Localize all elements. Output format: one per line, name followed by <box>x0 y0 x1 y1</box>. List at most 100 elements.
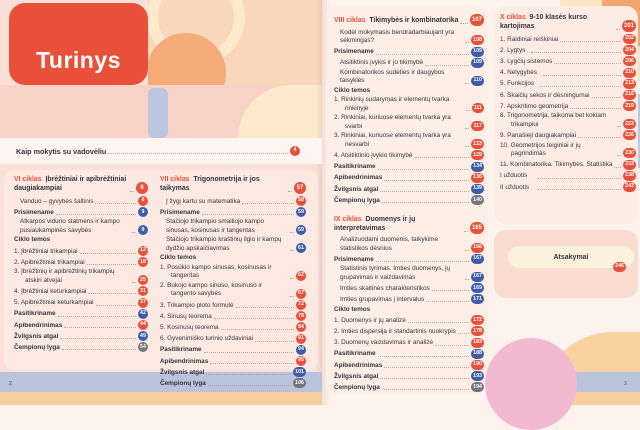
toc-entry[interactable]: Pasitikriname 42 <box>14 308 148 319</box>
entry-label: Prisimename <box>334 48 374 56</box>
entry-label: II užduotis <box>500 183 530 191</box>
toc-entry[interactable]: Pasitikriname 94 <box>160 344 306 355</box>
entry-label: 2. Bukojo kampo sinuso, kosinuso ir tang… <box>160 282 262 298</box>
page-badge: 178 <box>471 326 484 337</box>
toc-entry[interactable]: 3. Trikampio ploto formulė 72 <box>160 300 306 311</box>
toc-entry[interactable]: 1. Įbrėžtiniai trikampiai 12 <box>14 246 148 257</box>
toc-entry[interactable]: Čempionų lyga 140 <box>334 195 484 206</box>
toc-entry[interactable]: Apibendrinimas 95 <box>160 356 306 366</box>
toc-entry[interactable]: Čempionų lyga 106 <box>160 378 306 389</box>
toc-entry[interactable]: 4. Nelygybės 210 <box>500 67 636 78</box>
toc-section-viii: VIII ciklas Tikimybės ir kombinatorika 10… <box>334 14 484 206</box>
toc-entry[interactable]: 3. Rinkiniai, kuriuose elementų tvarka y… <box>334 132 484 150</box>
toc-entry[interactable]: Prisimename 9 <box>14 207 148 218</box>
page-badge: 9 <box>138 225 148 236</box>
toc-entry: Ciklo temos <box>334 87 484 95</box>
toc-entry[interactable]: Stačiojo trikampio smailiojo kampo sinus… <box>160 218 306 236</box>
entry-label: 1. Įbrėžtiniai trikampiai <box>14 247 78 255</box>
toc-entry[interactable]: Prisimename 59 <box>160 207 306 218</box>
toc-entry[interactable]: Į žygį kartu su matematika 58 <box>160 196 306 207</box>
toc-entry[interactable]: Čempionų lyga 54 <box>14 342 148 353</box>
toc-entry[interactable]: II užduotis 242 <box>500 181 636 192</box>
toc-entry[interactable]: Pasitikriname 188 <box>334 348 484 359</box>
toc-entry[interactable]: 1. Posūkio kampo sinusas, kosinusas ir t… <box>160 264 306 281</box>
toc-entry[interactable]: 1. Duomenys ir jų analizė 172 <box>334 315 484 326</box>
toc-entry[interactable]: Atsitiktinis įvykis ir jo tikimybė 109 <box>334 57 484 68</box>
toc-entry[interactable]: 2. Apibrėžtiniai trikampiai 18 <box>14 257 148 268</box>
toc-entry-title[interactable]: VIII ciklas Tikimybės ir kombinatorika 10… <box>334 14 484 26</box>
toc-entry[interactable]: 11. Kombinatorika. Tikimybės. Statistika… <box>500 159 636 170</box>
toc-entry[interactable]: 2. Bukojo kampo sinuso, kosinuso ir tang… <box>160 282 306 299</box>
toc-entry[interactable]: 7. Apskritimo geometrija 219 <box>500 101 636 112</box>
toc-entry[interactable]: I užduotis 238 <box>500 170 636 181</box>
toc-entry[interactable]: 4. Sinusų teorema 78 <box>160 311 306 322</box>
dotted-leader <box>463 230 468 232</box>
toc-entry[interactable]: Žvilgsnis atgal 193 <box>334 371 484 382</box>
toc-entry[interactable]: Atkarpos vidurio statmens ir kampo pusia… <box>14 218 148 236</box>
toc-entry[interactable]: Kombinatorikos sudėties ir daugybos tais… <box>334 69 484 86</box>
toc-entry[interactable]: Statistinis tyrimas. Imties duomenys, jų… <box>334 265 484 283</box>
page-badge: 206 <box>623 56 636 67</box>
entry-label: Kodėl mokymasis bendradarbiaujant yra sė… <box>340 28 455 44</box>
toc-entry[interactable]: 3. Įbrėžtinių ir apibrėžtinių trikampių … <box>14 268 148 286</box>
toc-entry[interactable]: 1. Rinkinių sudarymas ir elementų tvarka… <box>334 96 484 114</box>
entry-label: Ciklo temos <box>14 236 51 244</box>
toc-entry[interactable]: Apibendrinimas 190 <box>334 360 484 370</box>
page-badge: 134 <box>471 161 484 172</box>
toc-entry[interactable]: Apibendrinimas 44 <box>14 320 148 330</box>
toc-entry[interactable]: 3. Lygčių sistemos 206 <box>500 56 636 67</box>
toc-entry[interactable]: 2. Imties dispersija ir standartinis nuo… <box>334 326 484 337</box>
toc-entry-title[interactable]: VI ciklas Įbrėžtiniai ir apibrėžtiniai d… <box>14 176 148 194</box>
answers-entry[interactable]: Atsakymai 246 <box>508 246 634 272</box>
toc-entry[interactable]: Žvilgsnis atgal 139 <box>334 184 484 195</box>
toc-entry[interactable]: 2. Rinkiniai, kuriuose elementų tvarka y… <box>334 114 484 132</box>
toc-entry[interactable]: Pasitikriname 134 <box>334 161 484 172</box>
toc-entry[interactable]: 8. Trigonometrija, taikoma bet kokiam tr… <box>500 112 636 130</box>
toc-entry[interactable]: 2. Lygtys 204 <box>500 45 636 56</box>
toc-entry[interactable]: Čempionų lyga 194 <box>334 382 484 393</box>
toc-title: Turinys <box>36 47 121 73</box>
toc-entry[interactable]: Stačiojo trikampio kraštinių ilgio ir ka… <box>160 236 306 254</box>
toc-entry[interactable]: 5. Kosinusų teorema 84 <box>160 322 306 333</box>
toc-entry[interactable]: 6. Gyvenimiško turinio uždaviniai 91 <box>160 333 306 344</box>
page-badge: 238 <box>623 170 636 181</box>
toc-entry[interactable]: 1. Raidiniai reiškiniai 202 <box>500 34 636 45</box>
toc-entry[interactable]: Prisimename 109 <box>334 46 484 57</box>
toc-entry[interactable]: Kodėl mokymasis bendradarbiaujant yra sė… <box>334 29 484 46</box>
toc-entry[interactable]: Imties skaitinės charakteristikos 169 <box>334 283 484 294</box>
toc-entry[interactable]: Žvilgsnis atgal 49 <box>14 331 148 342</box>
toc-entry[interactable]: Vanduo – gyvybės šaltinis 8 <box>14 196 148 207</box>
toc-entry-title[interactable]: X ciklas 9-10 klasės kurso kartojimas 201 <box>500 14 636 32</box>
entry-label: Apibendrinimas <box>14 321 63 329</box>
dotted-leader <box>540 85 622 87</box>
dotted-leader <box>290 232 294 234</box>
toc-entry[interactable]: 6. Skaičių sekos ir dėsningumai 216 <box>500 90 636 101</box>
toc-entry[interactable]: 9. Panašieji daugiakampiai 226 <box>500 130 636 141</box>
section-title: Įbrėžtiniai ir apibrėžtiniai daugiakampi… <box>14 176 127 192</box>
toc-entry[interactable]: 3. Duomenų vaizdavimas ir analizė 183 <box>334 337 484 348</box>
toc-entry[interactable]: 5. Apibrėžtiniai keturkampiai 37 <box>14 297 148 308</box>
dotted-leader <box>570 108 622 110</box>
dotted-leader <box>465 42 470 44</box>
toc-entry[interactable]: Imties grupavimas į intervalus 171 <box>334 294 484 305</box>
toc-entry[interactable]: 10. Geometrijos teiginiai ir jų pagrindi… <box>500 142 636 159</box>
page-badge: 12 <box>138 246 148 257</box>
toc-entry[interactable]: Apibendrinimas 136 <box>334 172 484 183</box>
dotted-leader <box>614 166 622 168</box>
toc-entry[interactable]: 4. Įbrėžtiniai keturkampiai 31 <box>14 286 148 297</box>
toc-entry[interactable]: 5. Funkcijos 213 <box>500 78 636 89</box>
dotted-leader <box>617 126 622 128</box>
toc-entry-title[interactable]: IX ciklas Duomenys ir jų interpretavimas… <box>334 216 484 234</box>
toc-entry[interactable]: Žvilgsnis atgal 101 <box>160 367 306 378</box>
how-to-entry[interactable]: Kaip mokytis su vadovėliu 4 <box>16 146 300 156</box>
page-badge: 190 <box>471 360 484 370</box>
toc-entry[interactable]: Prisimename 167 <box>334 254 484 265</box>
dotted-leader <box>617 155 622 157</box>
page-badge: 42 <box>138 308 148 319</box>
toc-entry[interactable]: Analizuodami duomenis, taikykime statist… <box>334 236 484 253</box>
dotted-leader <box>86 264 136 266</box>
page-badge: 233 <box>623 159 636 170</box>
page-badge: 57 <box>294 181 306 194</box>
toc-entry-title[interactable]: VII ciklas Trigonometrija ir jos taikyma… <box>160 176 306 194</box>
toc-entry[interactable]: 4. Atsitiktinio įvykio tikimybė 129 <box>334 150 484 161</box>
